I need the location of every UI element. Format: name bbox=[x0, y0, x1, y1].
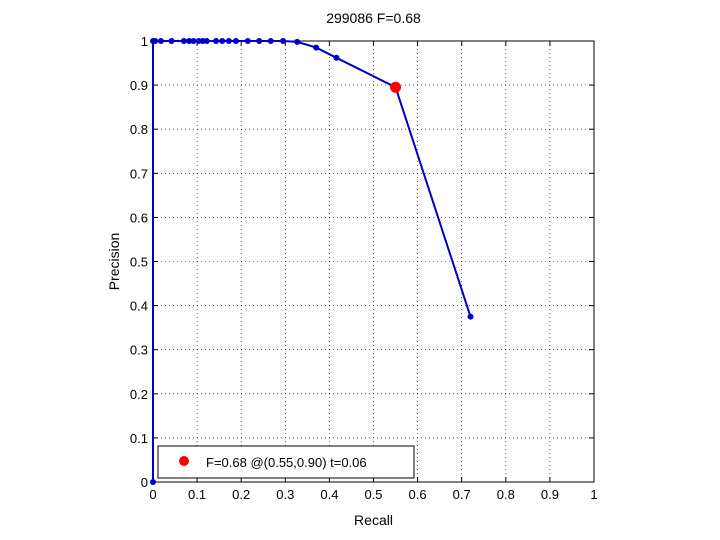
x-tick-label: 1 bbox=[590, 487, 597, 502]
data-point bbox=[294, 38, 301, 45]
data-point bbox=[219, 38, 226, 44]
legend-box bbox=[157, 445, 415, 479]
y-tick-label: 0.6 bbox=[130, 210, 148, 225]
y-tick-label: 0.7 bbox=[130, 166, 148, 181]
y-tick-label: 0.4 bbox=[130, 299, 148, 314]
y-tick-label: 0.5 bbox=[130, 255, 148, 270]
data-point bbox=[467, 313, 474, 320]
x-tick-label: 0.1 bbox=[188, 487, 206, 502]
y-tick-label: 0.9 bbox=[130, 78, 148, 93]
data-point bbox=[333, 54, 340, 61]
data-point bbox=[225, 38, 232, 44]
data-point bbox=[157, 38, 164, 44]
x-tick-label: 0.5 bbox=[364, 487, 382, 502]
y-tick-label: 0.8 bbox=[130, 122, 148, 137]
grid-lines bbox=[153, 41, 594, 482]
x-tick-label: 0.3 bbox=[276, 487, 294, 502]
data-point bbox=[256, 38, 263, 44]
legend-marker bbox=[179, 456, 189, 466]
x-tick-label: 0.7 bbox=[453, 487, 471, 502]
x-tick-label: 0.2 bbox=[232, 487, 250, 502]
x-tick-label: 0 bbox=[149, 487, 156, 502]
y-tick-label: 0 bbox=[141, 475, 148, 490]
data-point bbox=[190, 38, 197, 44]
legend: F=0.68 @(0.55,0.90) t=0.06 bbox=[157, 445, 415, 479]
legend-text: F=0.68 @(0.55,0.90) t=0.06 bbox=[206, 455, 367, 470]
data-point bbox=[232, 38, 239, 44]
data-point bbox=[186, 38, 193, 44]
data-point bbox=[267, 38, 274, 44]
data-point bbox=[180, 38, 187, 44]
y-tick-label: 0.1 bbox=[130, 431, 148, 446]
data-point bbox=[150, 479, 156, 485]
data-point bbox=[213, 38, 220, 44]
chart-title: 299086 F=0.68 bbox=[326, 10, 421, 26]
data-point bbox=[152, 38, 159, 44]
axis-ticks: 0 0.1 0.2 0.3 0.4 0.5 0.6 0.7 0.8 0.9 1 0 0.1 0.2 0.3 0… bbox=[130, 34, 598, 502]
y-tick-label: 1 bbox=[141, 34, 148, 49]
y-axis-label: Precision bbox=[106, 233, 122, 291]
series-group bbox=[150, 38, 474, 485]
x-tick-label: 0.9 bbox=[541, 487, 559, 502]
x-tick-label: 0.4 bbox=[320, 487, 338, 502]
y-tick-label: 0.3 bbox=[130, 343, 148, 358]
best-f-point bbox=[390, 81, 402, 93]
data-point bbox=[280, 38, 287, 44]
x-tick-label: 0.6 bbox=[409, 487, 427, 502]
x-tick-label: 0.8 bbox=[497, 487, 515, 502]
data-point bbox=[168, 38, 175, 44]
x-axis-label: Recall bbox=[354, 512, 393, 528]
data-point bbox=[203, 38, 210, 44]
data-point bbox=[244, 38, 251, 44]
data-point bbox=[313, 44, 320, 51]
y-tick-label: 0.2 bbox=[130, 387, 148, 402]
